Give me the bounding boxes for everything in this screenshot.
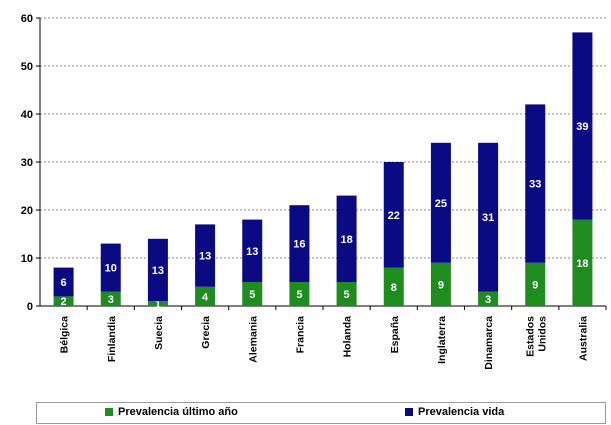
data-label: 8 bbox=[391, 282, 397, 294]
data-label: 13 bbox=[246, 246, 258, 258]
legend-label-last-year: Prevalencia último año bbox=[118, 406, 238, 418]
data-label: 13 bbox=[199, 251, 211, 263]
stacked-bar-chart: 0 10 20 30 40 50 60 2 6 Bélgica 3 10 Finlandia 1 13 Sue… bbox=[21, 13, 607, 370]
data-label: 31 bbox=[482, 212, 494, 224]
data-label: 16 bbox=[293, 239, 305, 251]
chart-legend: Prevalencia último año Prevalencia vida bbox=[36, 402, 606, 424]
legend-label-lifetime: Prevalencia vida bbox=[418, 406, 505, 418]
bar-last-year bbox=[147, 301, 168, 306]
x-tick-label: Francia bbox=[294, 316, 306, 354]
bar-last-year bbox=[100, 291, 121, 306]
bar-lifetime bbox=[195, 224, 216, 287]
x-tick-label: EstadosUnidos bbox=[524, 316, 548, 357]
legend-item-lifetime: Prevalencia vida bbox=[405, 406, 504, 418]
x-tick-label: Inglaterra bbox=[436, 316, 448, 364]
data-label: 18 bbox=[576, 258, 588, 270]
legend-swatch-lifetime bbox=[405, 408, 413, 416]
data-label: 9 bbox=[532, 279, 538, 291]
data-label: 9 bbox=[438, 279, 444, 291]
y-tick-label: 10 bbox=[21, 253, 33, 265]
bar-lifetime bbox=[289, 205, 310, 282]
bar-lifetime bbox=[147, 238, 168, 302]
data-label: 4 bbox=[202, 291, 209, 303]
data-label: 3 bbox=[485, 294, 491, 306]
bar-lifetime bbox=[525, 104, 546, 263]
bar-lifetime bbox=[242, 219, 263, 282]
data-label: 5 bbox=[296, 289, 302, 301]
y-tick-label: 30 bbox=[21, 157, 33, 169]
bar-last-year bbox=[572, 219, 593, 306]
data-label: 18 bbox=[340, 234, 352, 246]
bar-lifetime bbox=[383, 162, 404, 268]
data-label: 1 bbox=[155, 299, 161, 311]
y-tick-label: 20 bbox=[21, 205, 33, 217]
data-label: 5 bbox=[344, 289, 350, 301]
y-tick-label: 50 bbox=[21, 61, 33, 73]
bar-lifetime bbox=[100, 243, 121, 292]
bar-last-year bbox=[336, 282, 357, 306]
x-tick-label: Bélgica bbox=[59, 316, 71, 354]
x-tick-label: Dinamarca bbox=[483, 316, 495, 370]
data-label: 13 bbox=[152, 265, 164, 277]
bar-lifetime bbox=[572, 32, 593, 220]
data-label: 22 bbox=[388, 210, 400, 222]
x-tick-label: Finlandia bbox=[106, 316, 118, 362]
data-label: 33 bbox=[529, 179, 541, 191]
bar-last-year bbox=[195, 286, 216, 306]
bar-lifetime bbox=[336, 195, 357, 282]
bar-last-year bbox=[430, 262, 451, 306]
data-label: 6 bbox=[61, 277, 67, 289]
legend-swatch-last-year bbox=[105, 408, 113, 416]
data-label: 10 bbox=[105, 263, 117, 275]
y-tick-label: 0 bbox=[27, 301, 33, 313]
y-tick-label: 60 bbox=[21, 13, 33, 25]
data-label: 5 bbox=[249, 289, 255, 301]
bar-lifetime bbox=[430, 142, 451, 263]
x-tick-label: Suecia bbox=[153, 316, 165, 350]
bar-lifetime bbox=[478, 142, 499, 292]
data-label: 3 bbox=[108, 294, 114, 306]
x-tick-label: España bbox=[389, 316, 401, 354]
bar-last-year bbox=[289, 282, 310, 306]
bar-last-year bbox=[53, 296, 74, 306]
x-tick-label: Alemania bbox=[247, 316, 259, 363]
x-tick-label: Australia bbox=[577, 316, 589, 361]
data-label: 39 bbox=[576, 121, 588, 133]
bar-lifetime bbox=[53, 267, 74, 297]
bar-last-year bbox=[383, 267, 404, 306]
data-label: 25 bbox=[435, 198, 447, 210]
x-tick-label: Holanda bbox=[342, 316, 354, 358]
data-label: 2 bbox=[61, 296, 67, 308]
bar-last-year bbox=[525, 262, 546, 306]
bar-last-year bbox=[478, 291, 499, 306]
y-tick-label: 40 bbox=[21, 109, 33, 121]
legend-item-last-year: Prevalencia último año bbox=[105, 406, 238, 418]
bar-last-year bbox=[242, 282, 263, 306]
x-tick-label: Grecia bbox=[200, 316, 212, 349]
